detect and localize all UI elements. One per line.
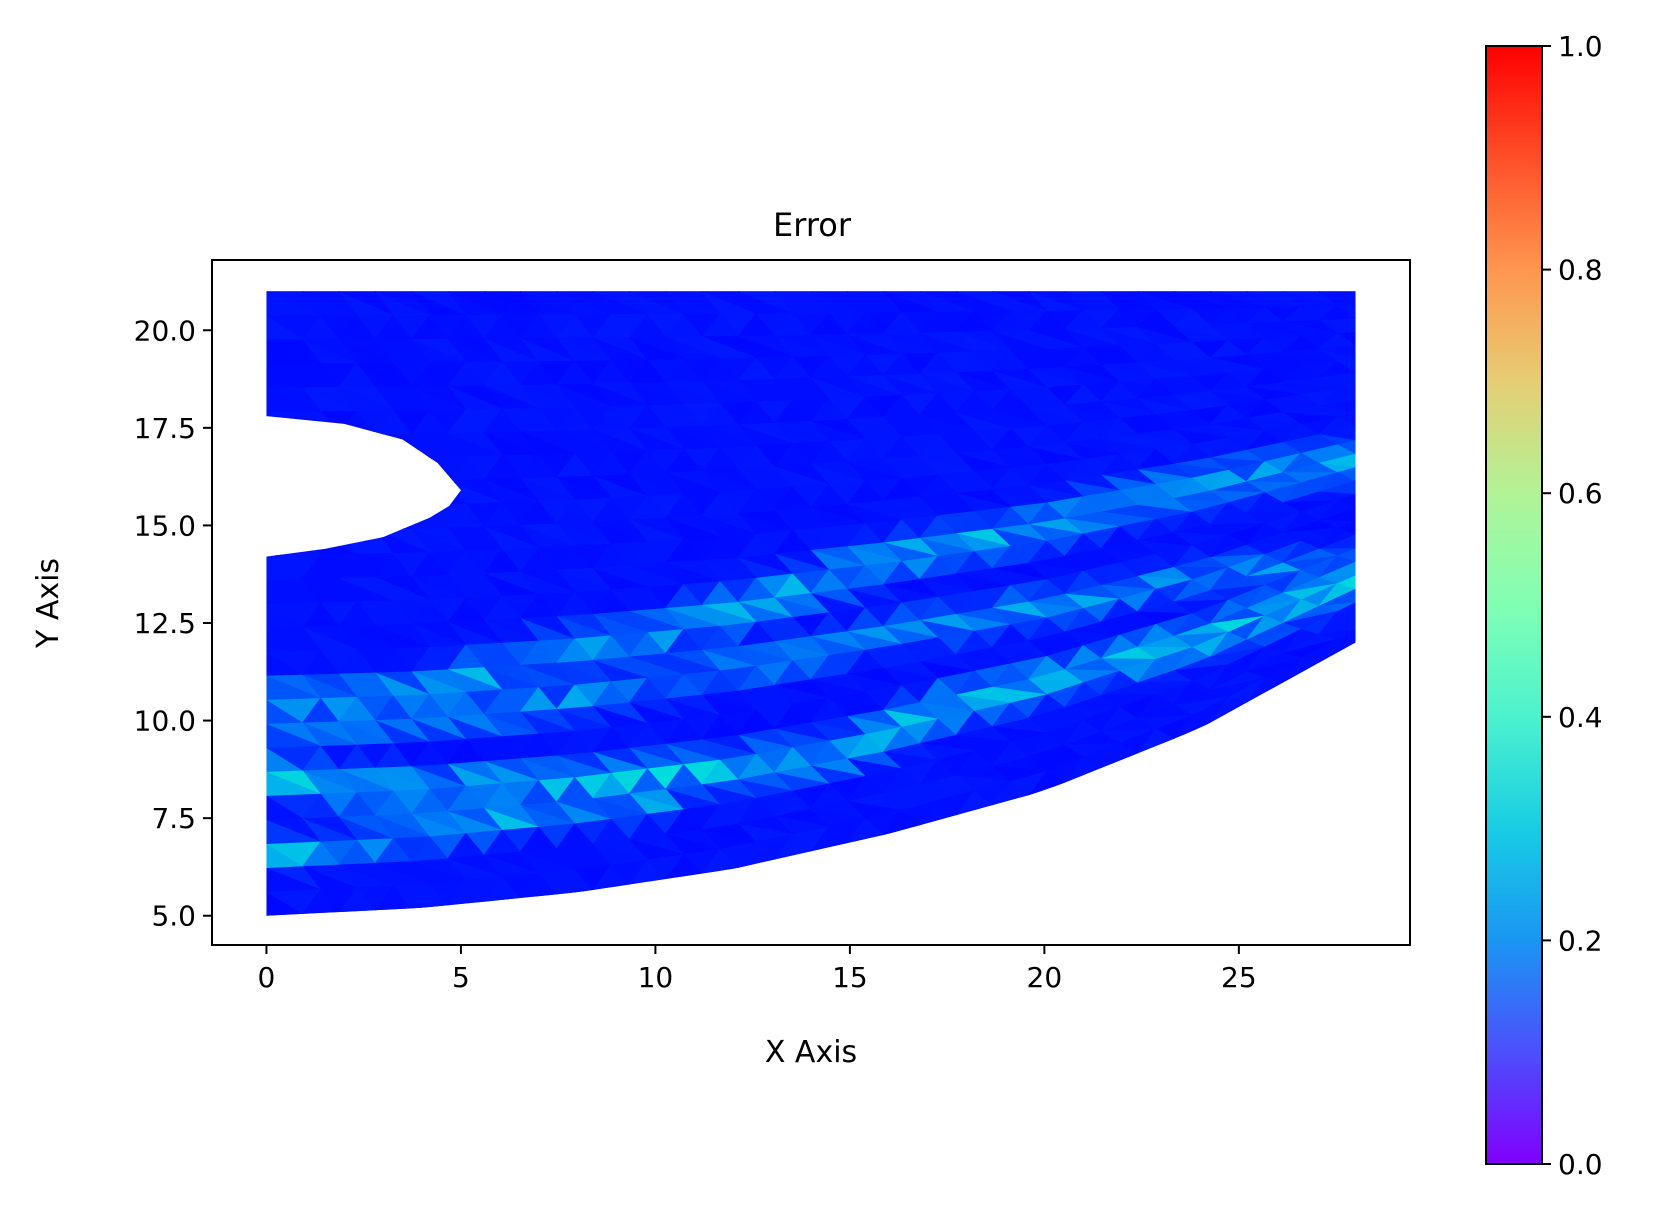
- x-axis-label: X Axis: [765, 1035, 857, 1070]
- colorbar: [1485, 45, 1543, 1165]
- colorbar-tick-label: 0.4: [1558, 701, 1603, 734]
- y-tick-label: 10.0: [134, 705, 196, 738]
- y-axis-ticks: 5.0 7.5 10.0 12.5 15.0 17.5 20.0: [134, 314, 212, 933]
- x-tick-label: 5: [452, 961, 470, 994]
- colorbar-tick-label: 0.2: [1558, 924, 1603, 957]
- chart-title: Error: [773, 206, 852, 244]
- y-tick-label: 20.0: [134, 314, 196, 347]
- x-axis-ticks: 0 5 10 15 20 25: [258, 945, 1257, 994]
- y-tick-label: 12.5: [134, 607, 196, 640]
- y-tick-label: 7.5: [151, 802, 196, 835]
- colorbar-ticks: 0.0 0.2 0.4 0.6 0.8 1.0: [1542, 30, 1603, 1181]
- y-tick-label: 5.0: [151, 900, 196, 933]
- y-axis-label: Y Axis: [31, 558, 66, 649]
- plot-frame: [211, 259, 1411, 946]
- mesh-triangle: [1319, 291, 1356, 306]
- colorbar-tick-label: 1.0: [1558, 30, 1603, 63]
- y-tick-label: 17.5: [134, 412, 196, 445]
- colorbar-tick-label: 0.8: [1558, 254, 1603, 287]
- colorbar-tick-label: 0.6: [1558, 477, 1603, 510]
- x-tick-label: 15: [832, 961, 868, 994]
- colorbar-tick-label: 0.0: [1558, 1148, 1603, 1181]
- y-tick-label: 15.0: [134, 509, 196, 542]
- x-tick-label: 25: [1221, 961, 1257, 994]
- x-tick-label: 0: [258, 961, 276, 994]
- x-tick-label: 20: [1027, 961, 1063, 994]
- error-mesh: [266, 291, 1356, 916]
- x-tick-label: 10: [638, 961, 674, 994]
